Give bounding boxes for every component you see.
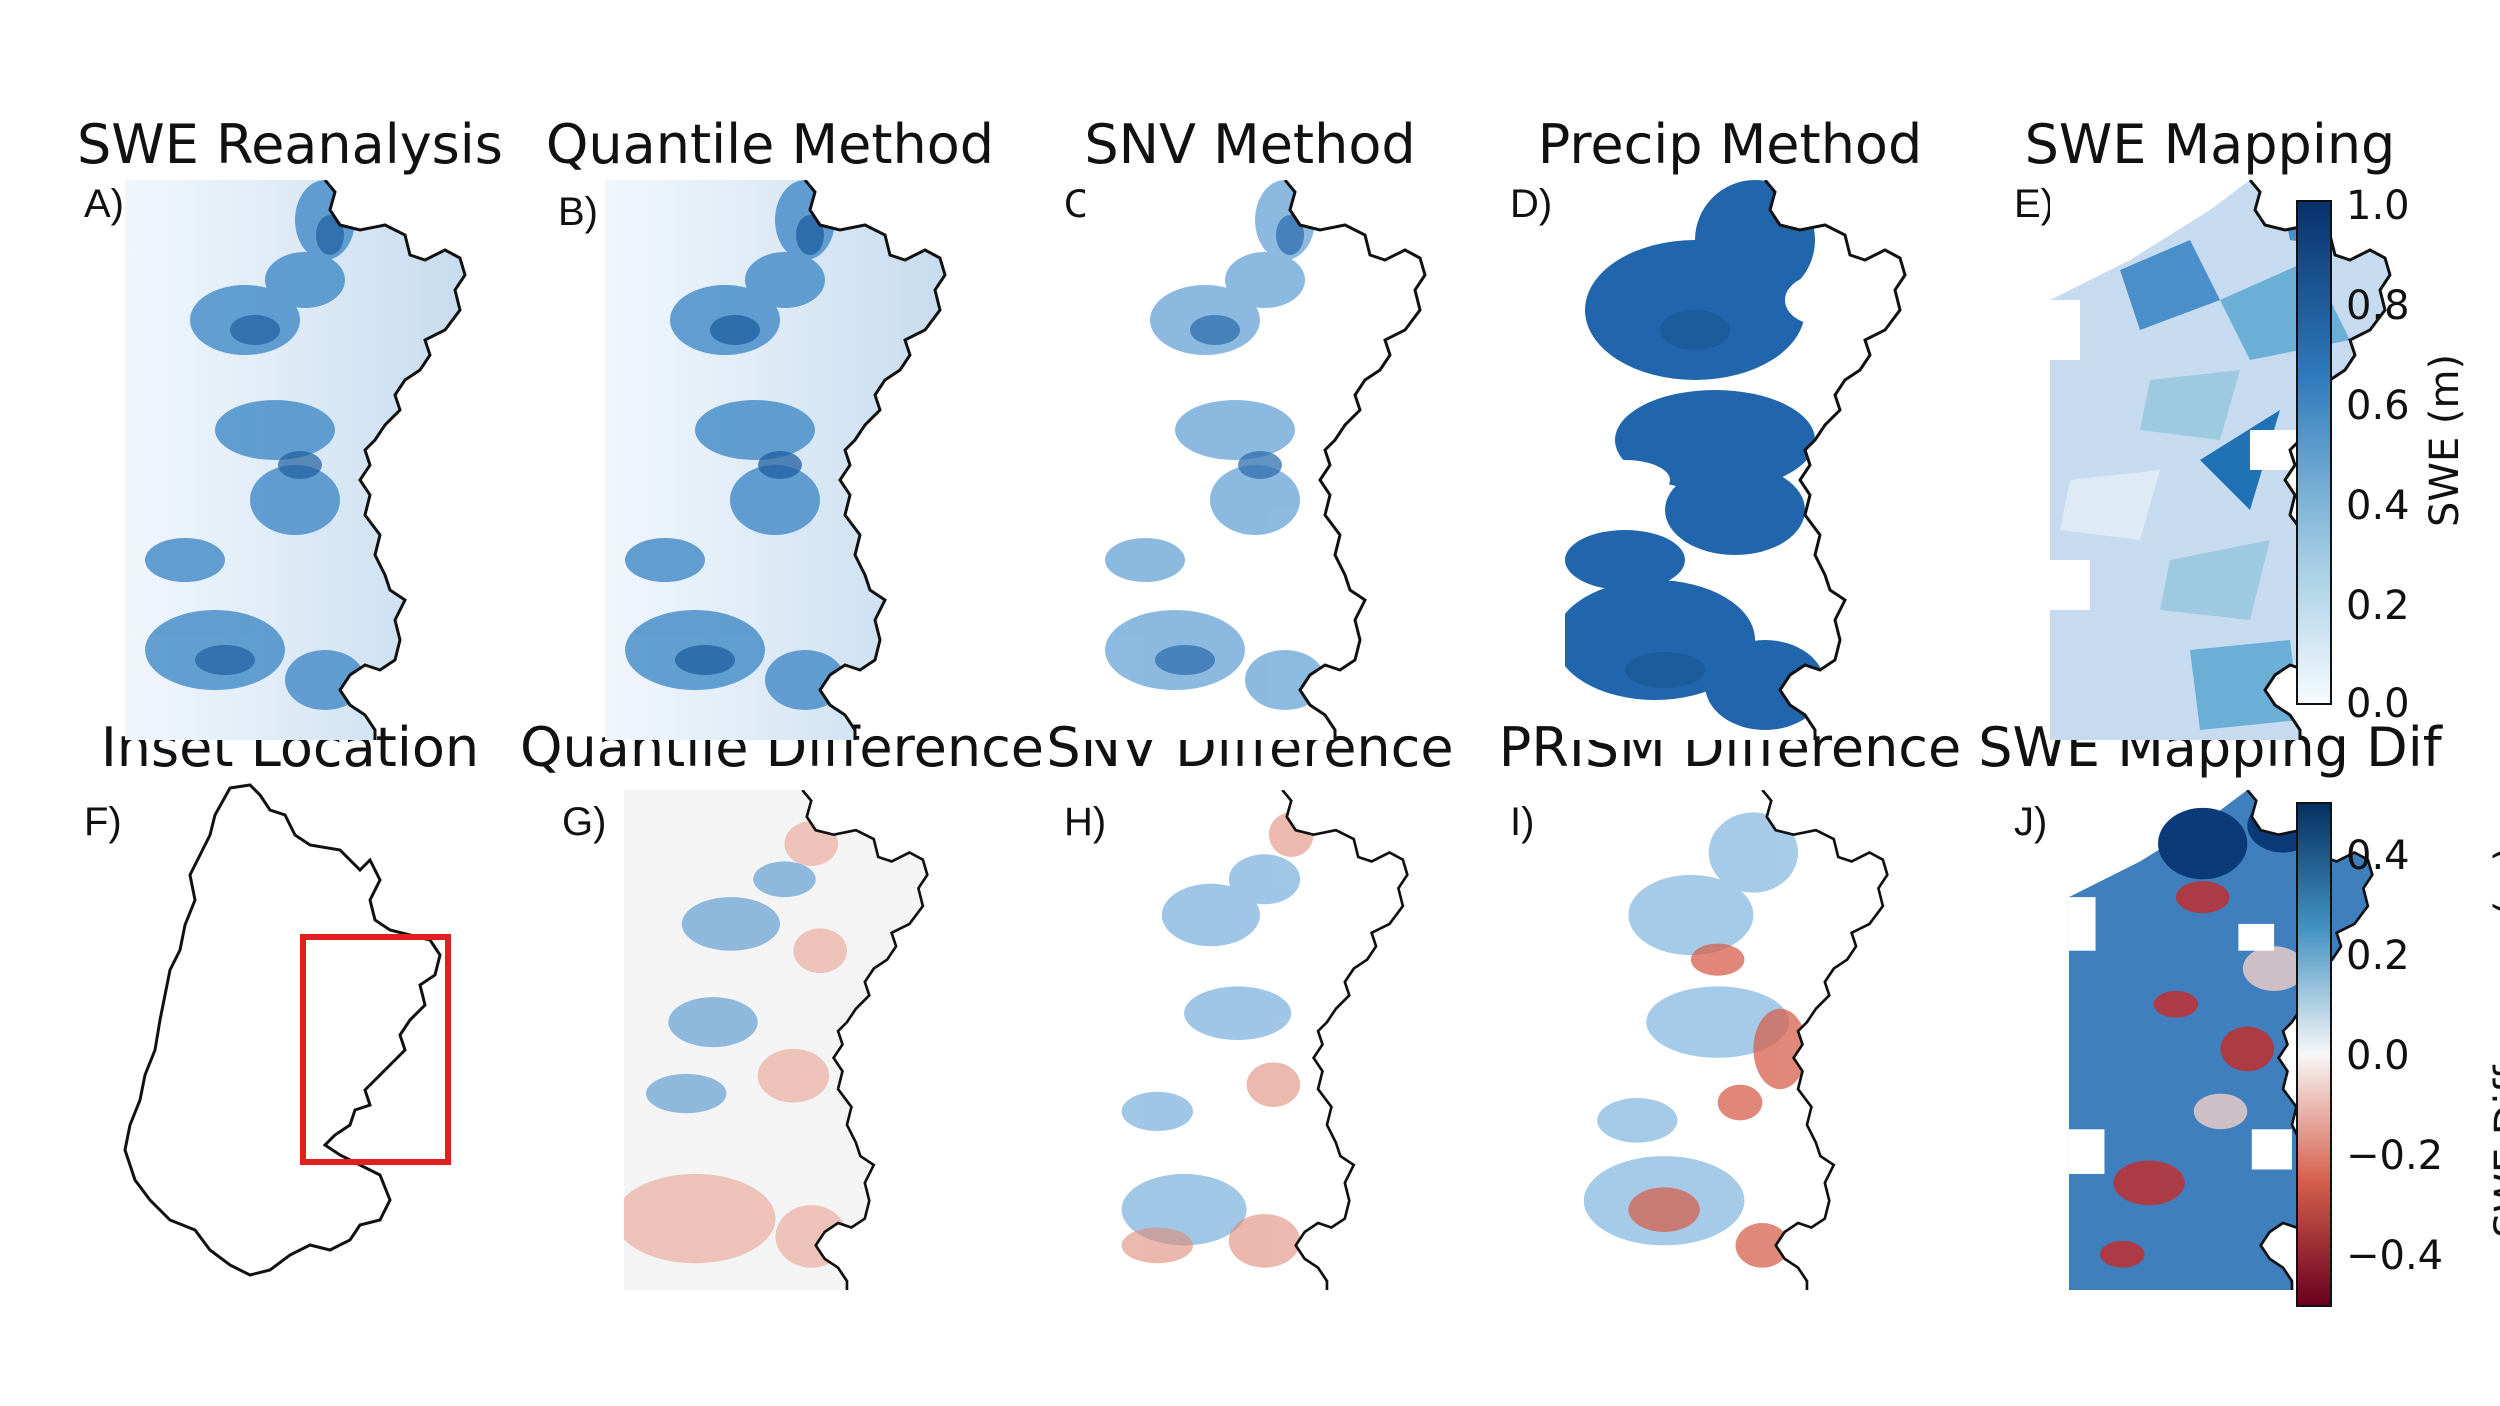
colorbar-swe-tick: 0.2 <box>2346 583 2410 629</box>
panel-title-c: SNV Method <box>1084 113 1416 176</box>
panel-label-d: D) <box>1510 182 1553 226</box>
panel-label-j: J) <box>2014 800 2048 844</box>
panel-title-a: SWE Reanalysis <box>77 113 503 176</box>
map-prism-difference <box>1583 790 1889 1290</box>
colorbar-swe-tick: 0.4 <box>2346 483 2410 529</box>
map-swe-reanalysis <box>125 180 467 740</box>
panel-label-h: H) <box>1064 800 1107 844</box>
panel-title-d: Precip Method <box>1537 113 1923 176</box>
panel-title-e: SWE Mapping <box>2024 113 2396 176</box>
colorbar-diff-tick: 0.2 <box>2346 933 2410 979</box>
panel-label-e: E) <box>2014 182 2054 226</box>
panel-label-a: A) <box>84 182 124 226</box>
map-snv-difference <box>1103 790 1409 1290</box>
map-swe-mapping <box>2050 180 2392 740</box>
colorbar-diff-tick: 0.4 <box>2346 833 2410 879</box>
colorbar-swe-label: SWE (m) <box>2422 353 2468 527</box>
colorbar-diff-label: SWE Difference (m) <box>2487 845 2500 1238</box>
colorbar-swe-tick: 0.8 <box>2346 283 2410 329</box>
colorbar-diff-tick: −0.4 <box>2346 1233 2444 1279</box>
panel-title-b: Quantile Method <box>545 113 995 176</box>
panel-label-i: I) <box>1510 800 1535 844</box>
map-quantile-method <box>605 180 947 740</box>
panel-label-b: B) <box>558 190 598 234</box>
colorbar-swe-difference <box>2296 802 2332 1307</box>
map-snv-method <box>1085 180 1427 740</box>
panel-label-g: G) <box>562 800 607 844</box>
inset-location-map <box>123 783 451 1277</box>
map-precip-method <box>1565 180 1907 740</box>
map-quantile-difference <box>623 790 929 1290</box>
colorbar-swe-tick: 0.6 <box>2346 383 2410 429</box>
colorbar-diff-tick: 0.0 <box>2346 1033 2410 1079</box>
colorbar-swe-tick: 0.0 <box>2346 681 2410 727</box>
colorbar-swe-tick: 1.0 <box>2346 183 2410 229</box>
colorbar-swe <box>2296 200 2332 705</box>
colorbar-diff-tick: −0.2 <box>2346 1133 2444 1179</box>
panel-label-f: F) <box>84 800 122 844</box>
